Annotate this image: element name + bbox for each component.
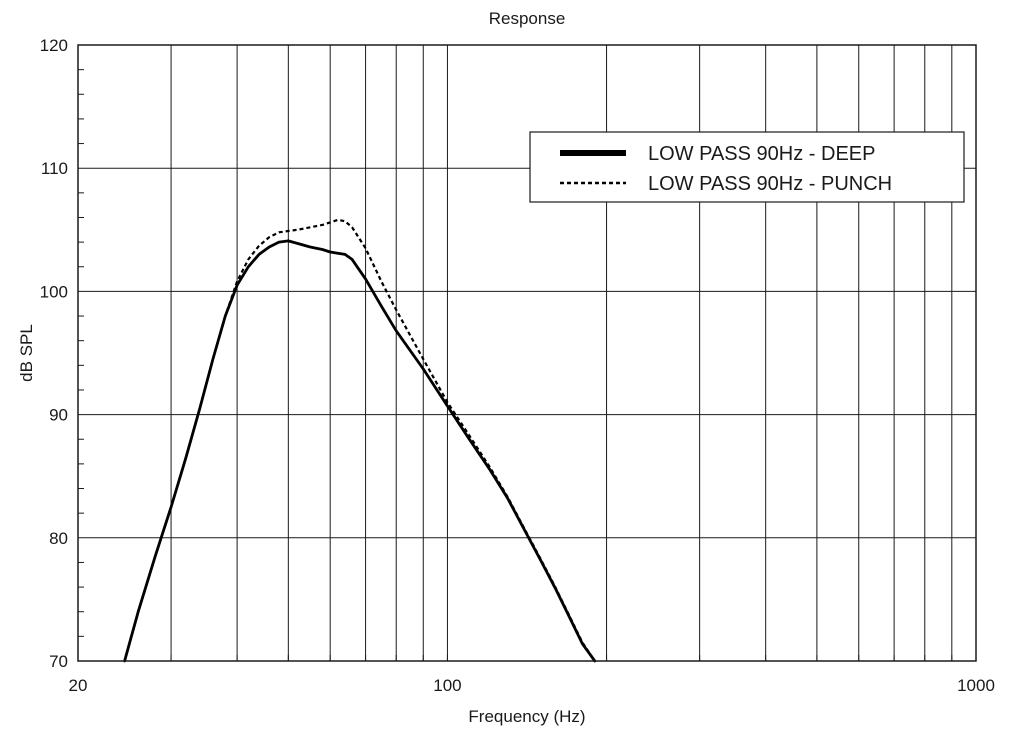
y-tick-label: 90: [49, 406, 68, 425]
x-axis-title: Frequency (Hz): [468, 707, 585, 726]
axis-ticks: [78, 69, 953, 661]
y-axis-title: dB SPL: [17, 324, 36, 382]
legend-label-deep: LOW PASS 90Hz - DEEP: [648, 143, 875, 165]
x-tick-label: 1000: [957, 676, 995, 695]
x-tick-label: 100: [433, 676, 461, 695]
series: [123, 218, 597, 663]
series-line-punch: [123, 218, 596, 662]
plot-frame: [77, 44, 977, 662]
y-tick-label: 80: [49, 529, 68, 548]
legend: LOW PASS 90Hz - DEEP LOW PASS 90Hz - PUN…: [529, 131, 965, 203]
y-tick-label: 120: [40, 36, 68, 55]
chart-title: Response: [489, 9, 566, 28]
y-tick-label: 110: [41, 159, 68, 178]
x-tick-label: 20: [69, 676, 88, 695]
tick-labels: 70 80 90 100 110 120 20 100 1000: [40, 36, 995, 695]
y-tick-label: 100: [40, 282, 68, 301]
legend-label-punch: LOW PASS 90Hz - PUNCH: [648, 173, 892, 195]
legend-box: [529, 131, 965, 203]
y-tick-label: 70: [49, 652, 68, 671]
series-line-deep: [123, 239, 597, 663]
